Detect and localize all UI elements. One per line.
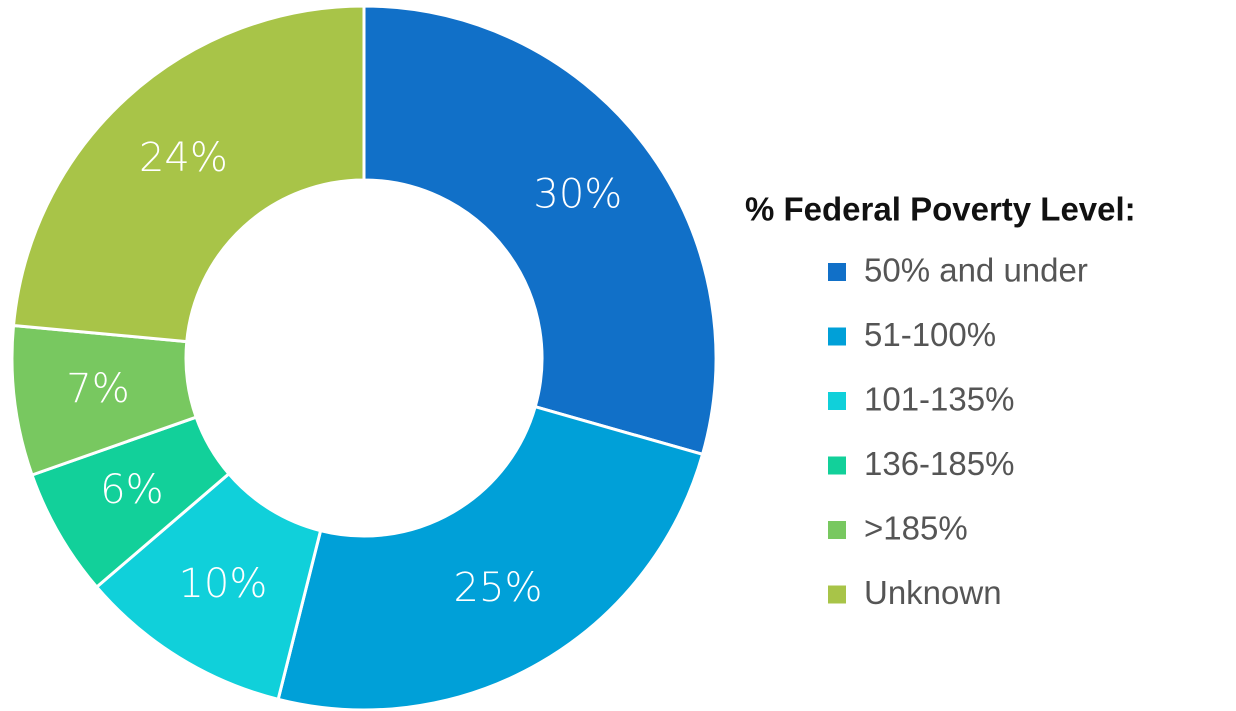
- legend-swatch: [828, 585, 846, 604]
- legend-label: 51-100%: [864, 316, 996, 353]
- legend-label: 101-135%: [864, 381, 1014, 418]
- legend-label: Unknown: [864, 574, 1002, 611]
- legend-swatch: [828, 263, 846, 281]
- legend-title: % Federal Poverty Level:: [745, 191, 1136, 228]
- legend-label: 50% and under: [864, 252, 1088, 289]
- legend: 50% and under 51-100% 101-135% 136-185% >185…: [828, 252, 1088, 611]
- legend-swatch: [828, 327, 846, 346]
- slice: [362, 4, 718, 457]
- slice-label: 30%: [533, 171, 622, 217]
- slice-label: 10%: [178, 561, 267, 607]
- slice: [11, 4, 366, 344]
- legend-swatch: [828, 392, 846, 410]
- legend-label: >185%: [864, 510, 968, 547]
- legend-swatch: [828, 521, 846, 539]
- donut: [10, 4, 718, 711]
- slice-labels: 30% 25% 10% 6% 7% 24%: [66, 135, 622, 611]
- slice-label: 24%: [139, 135, 228, 181]
- legend-label: 136-185%: [864, 445, 1014, 482]
- slice: [276, 404, 705, 711]
- legend-swatch: [828, 456, 846, 475]
- slice-label: 7%: [66, 366, 129, 412]
- slice-label: 25%: [454, 565, 543, 611]
- slice-label: 6%: [100, 467, 163, 513]
